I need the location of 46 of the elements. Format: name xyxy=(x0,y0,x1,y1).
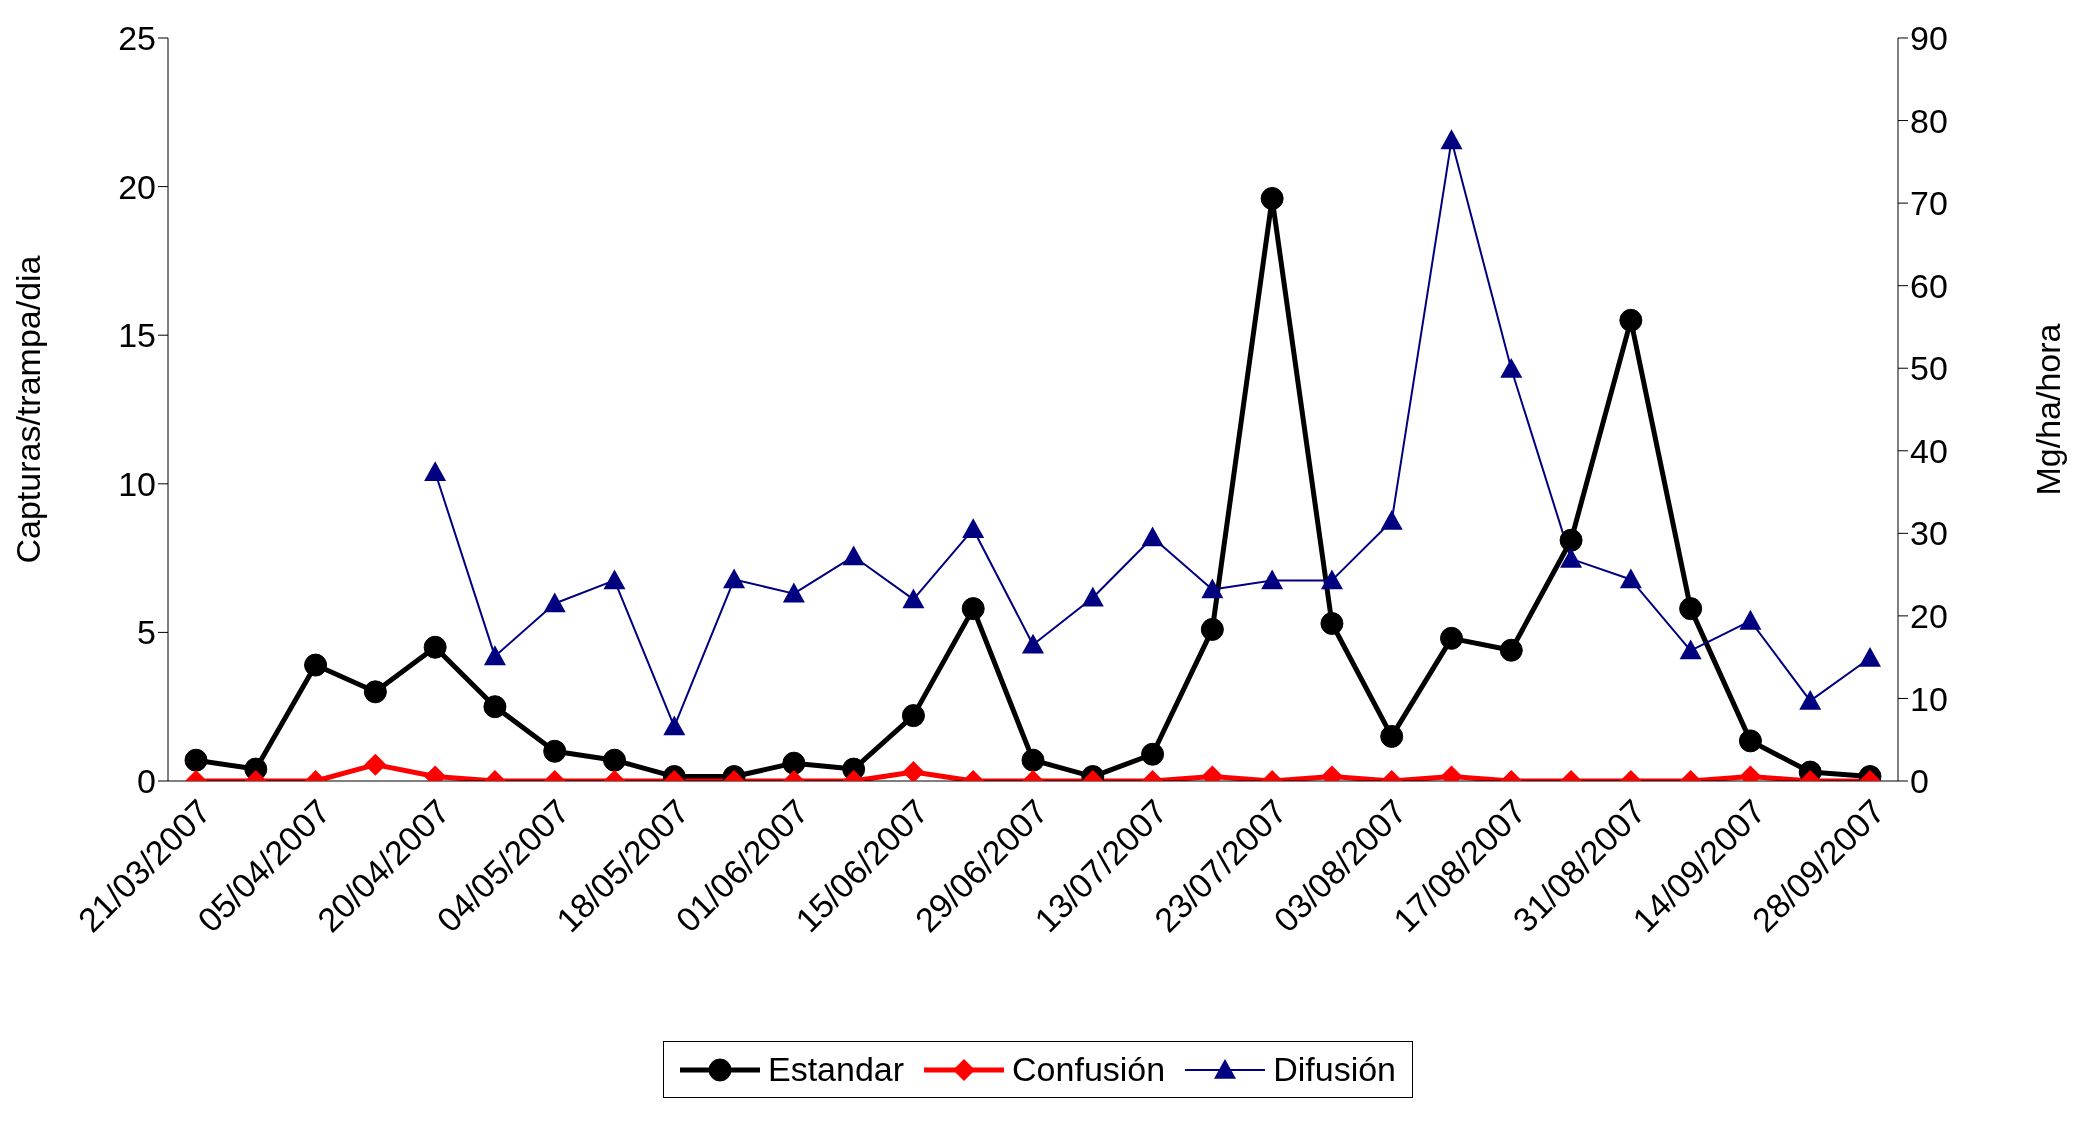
point xyxy=(1560,547,1583,568)
point xyxy=(1141,526,1164,547)
point xyxy=(1739,609,1762,630)
y2-tick-label: 80 xyxy=(1910,101,1948,140)
y-tick-label: 15 xyxy=(118,316,156,355)
point xyxy=(1799,689,1822,710)
point xyxy=(1619,568,1642,589)
point xyxy=(1261,569,1284,590)
point xyxy=(1380,509,1403,530)
point xyxy=(1320,569,1343,590)
point xyxy=(663,715,686,736)
y-axis-title: Capturas/trampa/dia xyxy=(9,255,48,564)
y2-axis-title: Mg/ha/hora xyxy=(2029,323,2068,496)
point xyxy=(723,568,746,589)
y2-tick-label: 70 xyxy=(1910,184,1948,223)
y-tick-label: 20 xyxy=(118,167,156,206)
point xyxy=(603,569,626,590)
y2-tick-label: 10 xyxy=(1910,679,1948,718)
y2-tick-label: 20 xyxy=(1910,596,1948,635)
point xyxy=(962,518,985,539)
y2-tick-label: 60 xyxy=(1910,266,1948,305)
y2-tick-label: 90 xyxy=(1910,19,1948,58)
y2-tick-label: 40 xyxy=(1910,431,1948,470)
legend-label: Estandar xyxy=(766,1050,905,1089)
point xyxy=(1859,646,1881,667)
legend-label: Confusión xyxy=(1011,1050,1166,1089)
point xyxy=(1440,129,1463,150)
point xyxy=(1022,633,1044,654)
y-tick-label: 10 xyxy=(118,464,156,503)
legend-label: Difusión xyxy=(1272,1050,1397,1089)
y-tick-label: 0 xyxy=(137,762,156,801)
point xyxy=(1500,358,1523,378)
point xyxy=(424,461,447,482)
point xyxy=(543,592,566,613)
y-tick-label: 5 xyxy=(137,613,156,652)
y2-tick-label: 50 xyxy=(1910,349,1948,388)
point xyxy=(1679,639,1702,660)
point xyxy=(902,588,925,609)
y2-tick-label: 0 xyxy=(1910,762,1929,801)
point xyxy=(1081,586,1104,607)
y2-tick-label: 30 xyxy=(1910,514,1948,553)
point xyxy=(1201,578,1224,599)
point xyxy=(842,545,865,566)
point xyxy=(782,582,805,603)
point xyxy=(483,645,506,666)
y-tick-label: 25 xyxy=(118,19,156,58)
